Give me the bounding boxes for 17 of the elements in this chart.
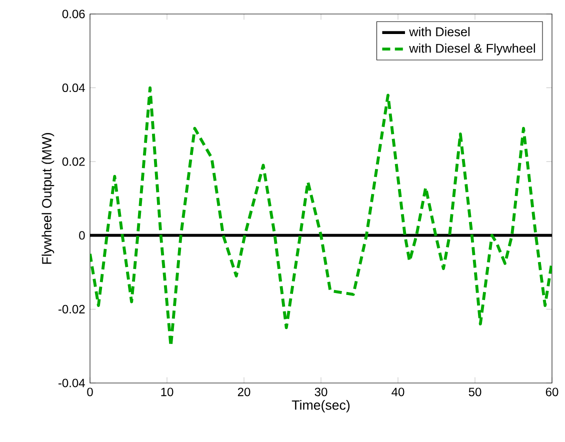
x-tick-label: 20: [238, 388, 250, 396]
legend-label: with Diesel: [409, 26, 470, 36]
x-tick-label: 10: [161, 388, 174, 396]
y-tick-label: 0: [79, 231, 85, 240]
x-axis-title: Time(sec): [292, 400, 350, 412]
y-tick-label: 0.06: [62, 10, 85, 18]
y-tick-label: -0.04: [58, 378, 85, 388]
y-axis-title: Flywheel Output (MW): [42, 133, 54, 264]
x-tick-label: 30: [314, 388, 328, 396]
legend-label: with Diesel & Flywheel: [409, 43, 535, 56]
x-tick-label: 50: [468, 388, 482, 396]
y-tick-label: 0.02: [62, 157, 85, 166]
y-tick-label: -0.02: [58, 304, 85, 314]
y-tick-label: 0.04: [62, 84, 85, 92]
x-tick-label: 60: [546, 388, 558, 396]
x-tick-label: 0: [87, 388, 93, 396]
x-tick-label: 40: [392, 388, 404, 396]
